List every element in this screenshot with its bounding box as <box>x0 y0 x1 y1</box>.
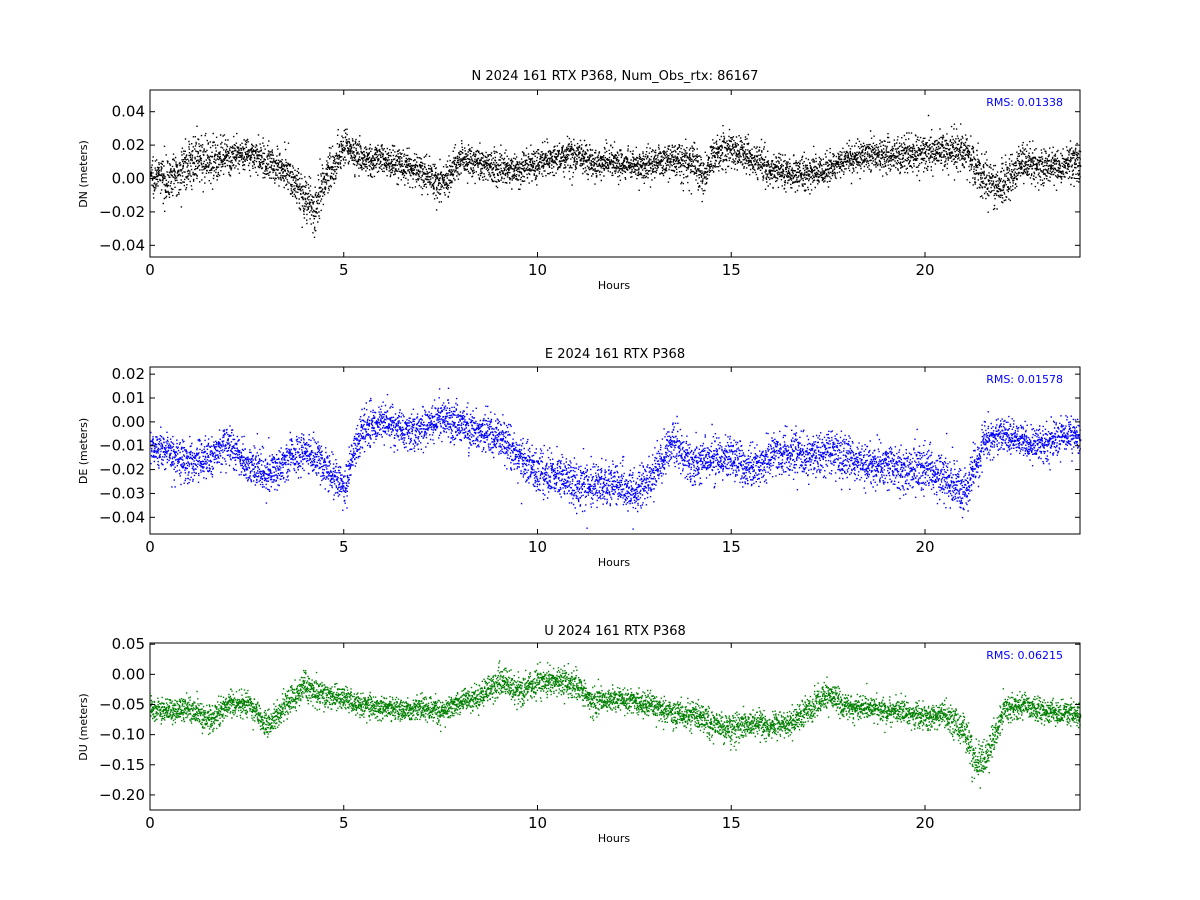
x-tick-label: 5 <box>339 538 349 556</box>
panel-north-rms: RMS: 0.01338 <box>986 96 1063 109</box>
y-tick-label: 0.05 <box>112 635 145 653</box>
panel-east-frame <box>149 366 1081 535</box>
y-tick-label: −0.04 <box>99 236 145 254</box>
x-tick-label: 15 <box>722 814 741 832</box>
x-tick-label: 5 <box>339 814 349 832</box>
panel-east-rms: RMS: 0.01578 <box>986 373 1063 386</box>
panel-north-ticks: 0 5 10 15 20 −0.04 −0.02 0.00 0.02 0.04 <box>99 90 1080 279</box>
y-tick-label: 0.00 <box>112 413 145 431</box>
panel-east-xlabel: Hours <box>598 556 630 569</box>
x-tick-label: 0 <box>145 261 155 279</box>
x-tick-label: 0 <box>145 814 155 832</box>
panel-north-points <box>150 114 1082 238</box>
panel-up: U 2024 161 RTX P368 0 5 10 15 20 −0.20 −0.15 −0… <box>77 624 1082 845</box>
panel-north-title: N 2024 161 RTX P368, Num_Obs_rtx: 86167 <box>472 69 759 84</box>
x-tick-label: 0 <box>145 538 155 556</box>
panel-north-frame <box>149 89 1081 258</box>
y-tick-label: 0.00 <box>112 170 145 188</box>
y-tick-label: −0.05 <box>99 695 145 713</box>
y-tick-label: −0.03 <box>99 484 145 502</box>
y-tick-label: 0.02 <box>112 365 145 383</box>
x-tick-label: 10 <box>528 538 547 556</box>
y-tick-label: −0.20 <box>99 786 145 804</box>
panel-north-xlabel: Hours <box>598 279 630 292</box>
panel-north: N 2024 161 RTX P368, Num_Obs_rtx: 86167 … <box>77 69 1082 292</box>
y-tick-label: −0.01 <box>99 437 145 455</box>
panel-east-ylabel: DE (meters) <box>77 418 90 484</box>
y-tick-label: 0.02 <box>112 136 145 154</box>
x-tick-label: 15 <box>722 538 741 556</box>
panel-east: E 2024 161 RTX P368 0 5 10 15 20 −0.04 −0.03 −0… <box>77 347 1082 569</box>
x-tick-label: 10 <box>528 261 547 279</box>
panel-east-title: E 2024 161 RTX P368 <box>545 347 685 362</box>
x-tick-label: 15 <box>722 261 741 279</box>
panel-north-ylabel: DN (meters) <box>77 140 90 208</box>
x-tick-label: 20 <box>915 538 934 556</box>
panel-up-ylabel: DU (meters) <box>77 693 90 760</box>
y-tick-label: −0.15 <box>99 756 145 774</box>
y-tick-label: −0.02 <box>99 203 145 221</box>
y-tick-label: 0.04 <box>112 103 145 121</box>
y-tick-label: 0.00 <box>112 665 145 683</box>
y-tick-label: −0.10 <box>99 726 145 744</box>
x-tick-label: 10 <box>528 814 547 832</box>
panel-east-ticks: 0 5 10 15 20 −0.04 −0.03 −0.02 −0.01 0.00 0.01 0.02 <box>99 365 1080 556</box>
panel-up-xlabel: Hours <box>598 832 630 845</box>
panel-up-ticks: 0 5 10 15 20 −0.20 −0.15 −0.10 −0.05 0.00 0.05 <box>99 635 1080 832</box>
y-tick-label: −0.04 <box>99 508 145 526</box>
panel-up-frame <box>149 642 1081 811</box>
panel-up-rms: RMS: 0.06215 <box>986 649 1063 662</box>
x-tick-label: 5 <box>339 261 349 279</box>
panel-north-series-points <box>150 114 1082 238</box>
panel-up-title: U 2024 161 RTX P368 <box>544 624 686 639</box>
x-tick-label: 20 <box>915 814 934 832</box>
x-tick-label: 20 <box>915 261 934 279</box>
y-tick-label: −0.02 <box>99 461 145 479</box>
y-tick-label: 0.01 <box>112 389 145 407</box>
